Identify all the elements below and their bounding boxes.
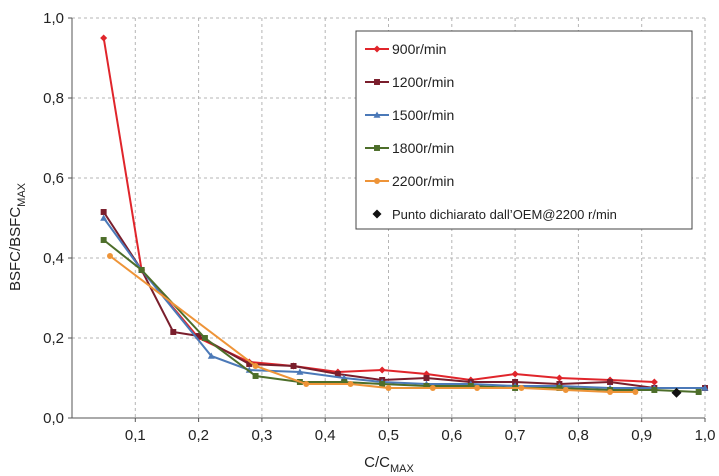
data-point <box>518 385 525 391</box>
y-tick-label: 0,8 <box>43 90 64 107</box>
legend-label: 1200r/min <box>392 74 454 90</box>
legend-label: 900r/min <box>392 41 446 57</box>
data-point <box>607 389 614 395</box>
data-point <box>378 366 386 374</box>
data-point <box>100 209 107 215</box>
data-point <box>290 363 297 369</box>
y-tick-label: 0,0 <box>43 410 64 427</box>
y-tick-label: 0,6 <box>43 170 64 187</box>
x-tick-label: 0,7 <box>505 427 526 444</box>
legend-swatch-marker <box>373 111 381 118</box>
legend-swatch-marker <box>373 45 381 53</box>
axes <box>68 17 706 422</box>
data-point <box>607 379 614 385</box>
legend-swatch-marker <box>374 145 380 151</box>
x-tick-label: 0,6 <box>441 427 462 444</box>
series-lines <box>100 34 709 398</box>
x-axis-label: C/CMAX <box>364 454 414 475</box>
x-tick-label: 1,0 <box>695 427 716 444</box>
data-point <box>511 370 519 378</box>
data-point <box>100 237 107 243</box>
data-point <box>195 333 202 339</box>
data-point <box>303 381 310 387</box>
data-point <box>341 379 348 385</box>
data-point <box>296 368 304 375</box>
legend-label: 1500r/min <box>392 107 454 123</box>
x-tick-label: 0,3 <box>251 427 272 444</box>
series-line <box>103 239 699 393</box>
data-point <box>632 389 639 395</box>
legend-label: 2200r/min <box>392 173 454 189</box>
data-point <box>556 385 563 391</box>
data-point <box>671 387 682 398</box>
series-5 <box>671 387 682 398</box>
series-line <box>102 217 705 389</box>
data-point <box>138 267 145 273</box>
data-point <box>650 378 658 386</box>
data-point <box>107 253 113 259</box>
y-tick-label: 0,4 <box>43 250 64 267</box>
x-tick-label: 0,8 <box>568 427 589 444</box>
data-point <box>207 352 215 359</box>
series-1 <box>100 209 708 391</box>
data-point <box>385 385 392 391</box>
tick-labels: 0,0 0,2 0,4 0,6 0,8 1,0 0,1 0,2 0,3 0,4 0,5 0,6 0,7 0… <box>43 10 715 444</box>
data-point <box>423 375 430 381</box>
series-line <box>109 255 636 393</box>
data-point <box>252 373 259 379</box>
x-tick-label: 0,1 <box>125 427 146 444</box>
x-tick-label: 0,4 <box>315 427 336 444</box>
data-point <box>334 371 341 377</box>
data-point <box>347 381 354 387</box>
data-point <box>695 389 702 395</box>
data-point <box>246 361 253 367</box>
legend-box <box>355 30 693 230</box>
data-point <box>100 34 108 42</box>
x-tick-label: 0,5 <box>378 427 399 444</box>
series-2 <box>100 214 709 391</box>
legend-label: Punto dichiarato dall’OEM@2200 r/min <box>392 207 617 222</box>
legend: 900r/min 1200r/min 1500r/min 1800r/min 2200r… <box>355 30 693 230</box>
y-tick-label: 1,0 <box>43 10 64 27</box>
data-point <box>467 383 474 389</box>
legend-swatch-marker <box>372 209 382 219</box>
series-4 <box>107 253 639 395</box>
series-line <box>102 211 705 389</box>
data-point <box>170 329 177 335</box>
data-point <box>562 387 569 393</box>
y-axis-label: BSFC/BSFCMAX <box>7 182 28 291</box>
data-point <box>512 379 519 385</box>
data-point <box>701 384 709 391</box>
data-point <box>245 366 253 373</box>
data-point <box>379 381 386 387</box>
y-tick-label: 0,2 <box>43 330 64 347</box>
data-point <box>474 385 481 391</box>
data-point <box>100 214 108 221</box>
data-point <box>252 363 259 369</box>
x-tick-label: 0,9 <box>631 427 652 444</box>
data-point <box>201 335 208 341</box>
data-point <box>423 383 430 389</box>
legend-swatch-marker <box>374 79 380 85</box>
data-point <box>651 387 658 393</box>
legend-label: 1800r/min <box>392 140 454 156</box>
data-point <box>555 374 563 382</box>
x-tick-label: 0,2 <box>188 427 209 444</box>
data-point <box>429 385 436 391</box>
legend-swatch-marker <box>374 178 380 184</box>
